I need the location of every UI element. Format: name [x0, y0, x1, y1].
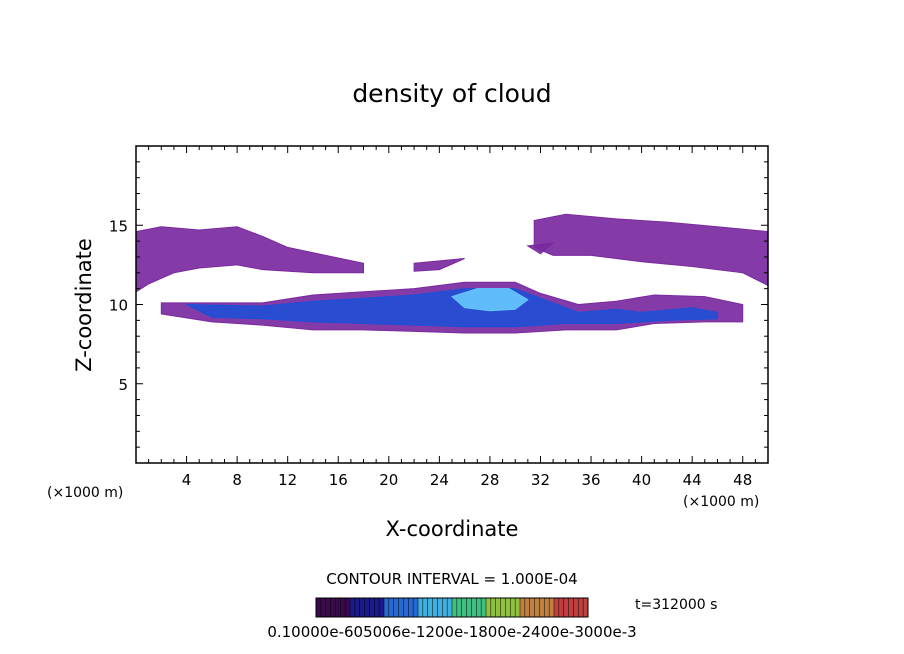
colorbar-swatch: [432, 598, 438, 617]
colorbar-swatch: [350, 598, 356, 617]
colorbar: [315, 598, 589, 617]
x-tick-label: 32: [531, 471, 550, 489]
y-tick-label: 5: [118, 376, 128, 394]
x-tick-label: 20: [379, 471, 398, 489]
contour-region-low-3: [533, 213, 769, 287]
x-tick-label: 12: [278, 471, 297, 489]
colorbar-swatch: [408, 598, 414, 617]
colorbar-swatch: [476, 598, 482, 617]
colorbar-swatch: [369, 598, 375, 617]
colorbar-swatch: [510, 598, 516, 617]
y-tick-label: 15: [109, 217, 128, 235]
y-axis-label: Z-coordinate: [72, 238, 96, 372]
colorbar-swatch: [524, 598, 531, 617]
colorbar-swatch: [486, 598, 492, 617]
colorbar-swatch: [442, 598, 448, 617]
x-tick-label: 40: [632, 471, 651, 489]
colorbar-swatch: [354, 598, 361, 617]
plot-frame: [135, 145, 769, 464]
colorbar-swatch: [495, 598, 501, 617]
colorbar-swatch: [481, 598, 487, 617]
colorbar-swatch: [398, 598, 404, 617]
colorbar-swatch: [330, 598, 336, 617]
colorbar-swatch: [456, 598, 463, 617]
colorbar-swatch: [452, 598, 458, 617]
colorbar-swatch: [335, 598, 341, 617]
x-unit-left: (×1000 m): [47, 485, 123, 501]
colorbar-swatch: [422, 598, 429, 617]
contour-interval-label: CONTOUR INTERVAL = 1.000E-04: [326, 570, 577, 588]
chart-title: density of cloud: [352, 79, 551, 108]
colorbar-swatch: [388, 598, 395, 617]
x-tick-label: 24: [430, 471, 449, 489]
colorbar-swatch: [374, 598, 380, 617]
colorbar-swatch: [437, 598, 443, 617]
colorbar-swatch: [554, 598, 560, 617]
colorbar-swatch: [403, 598, 409, 617]
colorbar-swatch: [583, 598, 589, 617]
colorbar-swatch: [384, 598, 390, 617]
colorbar-swatch: [359, 598, 365, 617]
colorbar-swatch: [515, 598, 521, 617]
contour-region-low-0: [135, 226, 364, 293]
colorbar-swatch: [345, 598, 351, 617]
colorbar-swatch: [379, 598, 385, 617]
colorbar-swatch: [340, 598, 346, 617]
colorbar-swatch: [325, 598, 331, 617]
contour-region-low-1: [413, 258, 465, 272]
colorbar-swatch: [471, 598, 477, 617]
colorbar-swatch: [500, 598, 506, 617]
colorbar-swatch: [549, 598, 555, 617]
colorbar-swatch: [427, 598, 433, 617]
colorbar-swatch: [568, 598, 574, 617]
colorbar-swatch: [534, 598, 540, 617]
x-tick-label: 36: [581, 471, 600, 489]
colorbar-swatch: [413, 598, 419, 617]
colorbar-swatch: [316, 598, 322, 617]
colorbar-swatch: [320, 598, 327, 617]
colorbar-swatch: [447, 598, 453, 617]
colorbar-swatch: [563, 598, 569, 617]
colorbar-swatch: [529, 598, 535, 617]
colorbar-swatch: [466, 598, 472, 617]
x-tick-label: 8: [232, 471, 242, 489]
colorbar-swatch: [505, 598, 511, 617]
x-tick-label: 44: [683, 471, 702, 489]
y-tick-label: 10: [109, 297, 128, 315]
colorbar-swatch: [558, 598, 565, 617]
x-axis-label: X-coordinate: [386, 517, 519, 541]
contour-regions: [135, 213, 769, 334]
colorbar-swatch: [418, 598, 424, 617]
colorbar-swatch: [393, 598, 399, 617]
colorbar-swatch: [573, 598, 579, 617]
colorbar-swatch: [539, 598, 545, 617]
x-unit-right: (×1000 m): [683, 494, 759, 510]
x-tick-label: 4: [182, 471, 192, 489]
x-tick-label: 16: [329, 471, 348, 489]
colorbar-swatch: [520, 598, 526, 617]
colorbar-swatch: [490, 598, 497, 617]
colorbar-tick-labels: 0.10000e-605006e-1200e-1800e-2400e-3000e…: [267, 623, 636, 641]
contour-region-high-6: [451, 288, 529, 312]
x-tick-label: 48: [733, 471, 752, 489]
colorbar-swatch: [461, 598, 467, 617]
colorbar-frame: [315, 597, 589, 618]
colorbar-swatch: [578, 598, 584, 617]
colorbar-swatch: [544, 598, 550, 617]
time-label: t=312000 s: [635, 597, 717, 613]
colorbar-swatch: [364, 598, 370, 617]
contour-region-mid-5: [186, 288, 718, 328]
x-tick-label: 28: [480, 471, 499, 489]
